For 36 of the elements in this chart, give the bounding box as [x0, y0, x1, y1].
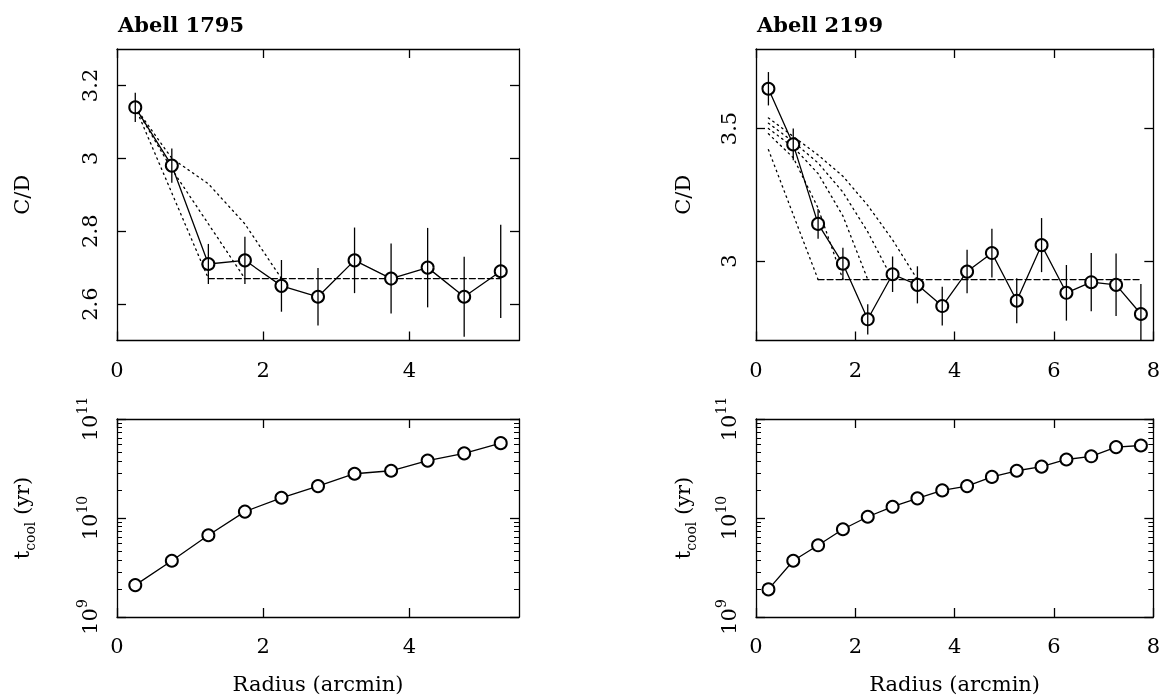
y-tick-label: 3.2 [78, 68, 102, 103]
y-tick-label: 2.6 [78, 287, 102, 321]
chart-title: Abell 2199 [756, 11, 884, 37]
x-tick-label: 6 [1047, 357, 1061, 382]
y-tick-label: 2.8 [78, 214, 102, 248]
x-tick-label: 2 [848, 357, 863, 382]
x-tick-label: 6 [1047, 634, 1061, 658]
x-tick-label: 0 [110, 357, 124, 382]
x-tick-label: 8 [1146, 357, 1161, 382]
y-tick-label: 3 [717, 254, 741, 268]
y-tick-label: 109 [713, 599, 741, 635]
y-tick-label: 3 [78, 151, 102, 165]
y-tick-label: 109 [74, 599, 102, 635]
x-tick-label: 8 [1146, 634, 1161, 658]
y-axis-title: C/D [671, 174, 695, 215]
x-tick-label: 0 [749, 634, 763, 658]
x-tick-label: 4 [402, 357, 417, 382]
chart-title: Abell 1795 [117, 11, 245, 37]
y-axis-title: C/D [10, 174, 34, 215]
y-tick-label: 1010 [74, 495, 102, 541]
x-axis-title: Radius (arcmin) [232, 672, 404, 696]
y-tick-label: 3.5 [717, 111, 741, 146]
x-tick-label: 2 [256, 634, 270, 658]
x-tick-label: 2 [256, 357, 270, 382]
x-tick-label: 0 [749, 357, 763, 382]
x-tick-label: 2 [848, 634, 863, 658]
x-tick-label: 4 [947, 634, 962, 658]
x-tick-label: 4 [402, 634, 417, 658]
x-axis-title: Radius (arcmin) [869, 672, 1041, 696]
y-tick-label: 1010 [713, 495, 741, 541]
y-tick-label: 1011 [713, 396, 741, 442]
x-tick-label: 0 [110, 634, 124, 658]
x-tick-label: 4 [947, 357, 962, 382]
y-tick-label: 1011 [74, 396, 102, 442]
y-axis-title: tcool (yr) [671, 476, 699, 560]
y-axis-title: tcool (yr) [10, 476, 38, 560]
